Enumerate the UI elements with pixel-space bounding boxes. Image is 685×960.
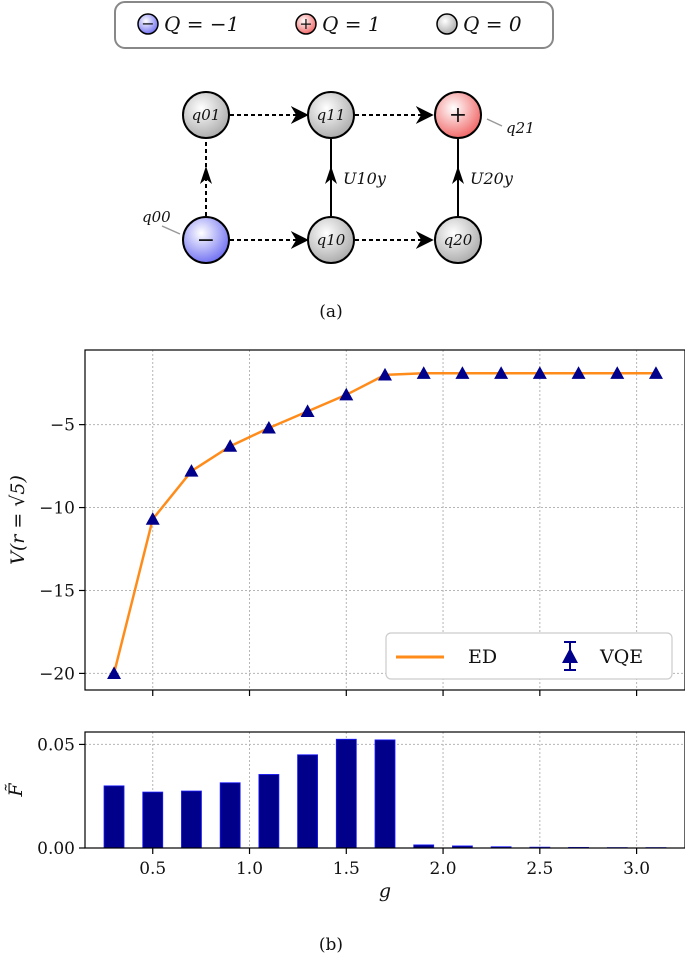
node-q01-label: q01 [192, 106, 221, 124]
negative-charge-symbol: − [141, 14, 154, 33]
fidelity-bar [297, 754, 318, 849]
vqe-point [223, 439, 238, 452]
potential-plot-ylabel: V(r = √5) [7, 475, 29, 565]
bottom-xtick-label: 1.0 [236, 859, 263, 879]
fidelity-plot-ylabel: F̃ [5, 783, 27, 798]
bottom-xtick-label: 1.5 [333, 859, 360, 879]
negative-charge-label: Q = −1 [164, 12, 239, 36]
vqe-point [416, 366, 431, 379]
fidelity-bar [374, 739, 396, 849]
charge-legend: − Q = −1 + Q = 1 Q = 0 [114, 1, 554, 49]
vqe-point [494, 366, 509, 379]
vqe-point [610, 366, 625, 379]
legend-vqe-label: VQE [599, 646, 643, 668]
neutral-charge-label: Q = 0 [463, 12, 522, 36]
fidelity-plot-xlabel: g [379, 880, 391, 902]
legend-vqe-swatch [562, 641, 578, 671]
potential-plot-yticks: −20 −15 −10 −5 [39, 416, 85, 684]
negative-charge-icon [137, 13, 159, 35]
vqe-point [300, 404, 315, 417]
fidelity-plot-bars [103, 738, 667, 849]
bottom-xtick-label: 0.5 [139, 859, 166, 879]
fidelity-plot-frame [84, 731, 685, 849]
vqe-point [378, 367, 392, 381]
node-q20-label: q20 [444, 231, 473, 249]
fidelity-bar [142, 791, 164, 849]
caption-b: (b) [319, 935, 343, 955]
top-ytick-label: −5 [50, 416, 75, 436]
node-q11-label: q11 [317, 106, 346, 124]
potential-plot-frame [84, 349, 685, 691]
bottom-xtick-label: 3.0 [623, 859, 650, 879]
node-q10: q10 [307, 216, 355, 264]
node-q11-circle [307, 91, 355, 139]
fidelity-plot-yticks: 0.00 0.05 [37, 735, 85, 859]
ed-series-line [112, 371, 656, 674]
vqe-point [261, 420, 276, 434]
node-q10-label: q10 [317, 231, 346, 249]
legend-vqe-triangle-icon [562, 648, 578, 663]
arrow-q20-q21-icon [452, 166, 464, 184]
top-ytick-label: −20 [39, 664, 75, 684]
node-q00-circle [182, 216, 230, 264]
node-q10-circle [307, 216, 355, 264]
q00-pointer [161, 225, 181, 235]
positive-charge-icon [295, 13, 317, 35]
q21-pointer [486, 118, 503, 127]
vqe-point [184, 464, 199, 477]
node-q00: − [182, 216, 230, 264]
fidelity-bar [258, 774, 280, 849]
node-q20: q20 [434, 216, 482, 264]
node-q01-circle [182, 91, 230, 139]
fidelity-bar [219, 782, 241, 849]
node-q21-charge: + [449, 103, 467, 128]
node-q11: q11 [307, 91, 355, 139]
vqe-point [107, 666, 122, 680]
arrow-q10-q11-icon [325, 166, 337, 184]
potential-plot: −20 −15 −10 −5 V(r = √5) ED VQE [7, 349, 685, 696]
node-q21-circle [434, 91, 482, 139]
arrow-q00-q01-icon [200, 166, 212, 184]
legend-item-neutral: Q = 0 [436, 12, 522, 36]
lattice-diagram: U10y U20y q01 q11 + − q10 q20 q00 [142, 91, 535, 264]
vqe-point [571, 366, 586, 379]
vqe-point [145, 512, 160, 525]
legend-ed-label: ED [468, 646, 497, 668]
gate-label-u10: U10y [343, 169, 387, 188]
caption-a: (a) [319, 302, 342, 322]
neutral-charge-icon [436, 13, 458, 35]
bottom-ytick-label: 0.05 [37, 735, 75, 755]
node-q00-charge: − [197, 228, 215, 253]
node-q21: + [434, 91, 482, 139]
gate-label-u20: U20y [470, 169, 514, 188]
vqe-point [455, 366, 470, 379]
positive-charge-symbol: + [299, 14, 312, 33]
node-q20-circle [434, 216, 482, 264]
fidelity-plot-xticks: 0.5 1.0 1.5 2.0 2.5 3.0 [139, 848, 650, 879]
legend-item-negative: − Q = −1 [137, 12, 239, 36]
potential-plot-legend: ED VQE [385, 632, 673, 680]
bottom-xtick-label: 2.0 [430, 859, 457, 879]
positive-charge-label: Q = 1 [322, 12, 381, 36]
fidelity-bar [335, 738, 357, 849]
top-ytick-label: −10 [39, 499, 75, 519]
legend-frame [385, 632, 673, 680]
node-q01: q01 [182, 91, 230, 139]
bottom-ytick-label: 0.00 [37, 839, 75, 859]
fidelity-bar [181, 790, 202, 849]
external-label-q21: q21 [506, 119, 535, 137]
vqe-point [339, 387, 354, 401]
fidelity-bar [103, 785, 125, 849]
charge-legend-frame [114, 1, 554, 49]
vqe-point [648, 366, 663, 379]
potential-plot-series [107, 366, 663, 680]
potential-plot-xticks [152, 690, 638, 696]
fidelity-plot: 0.00 0.05 0.5 1.0 1.5 2.0 2.5 3.0 F̃ g [5, 731, 685, 902]
legend-item-positive: + Q = 1 [295, 12, 381, 36]
bottom-xtick-label: 2.5 [526, 859, 553, 879]
external-label-q00: q00 [142, 208, 171, 226]
top-ytick-label: −15 [39, 581, 75, 601]
vqe-point [532, 366, 547, 379]
